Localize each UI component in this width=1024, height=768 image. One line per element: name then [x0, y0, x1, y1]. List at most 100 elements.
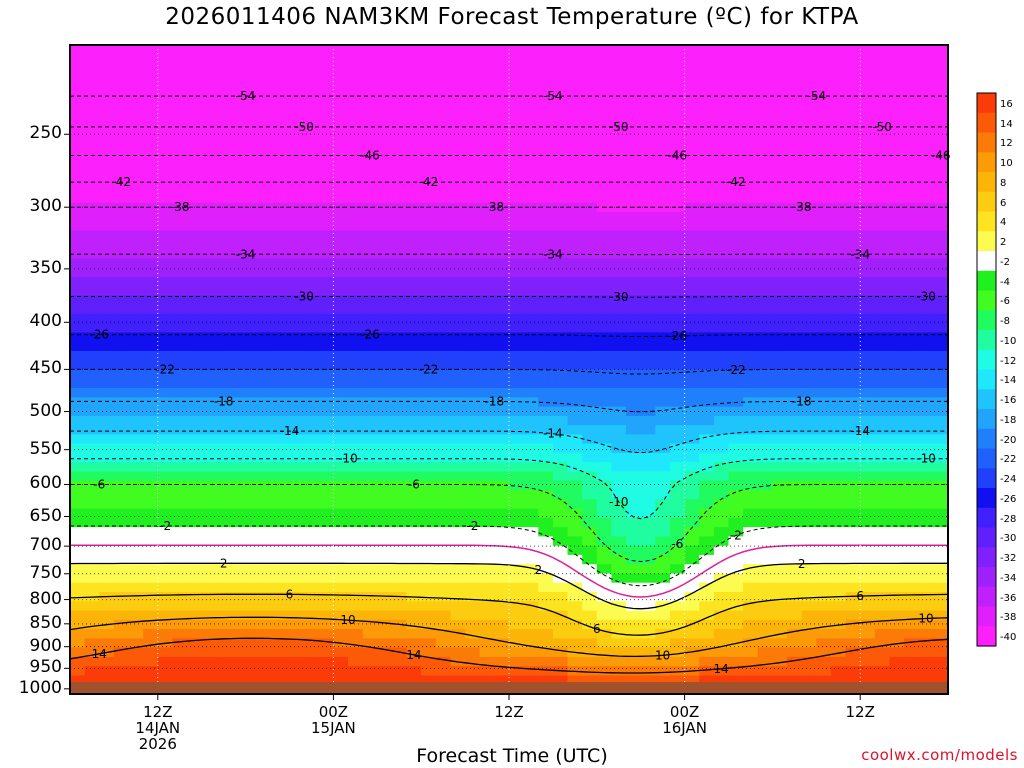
- field-cell: [465, 304, 481, 315]
- x-tick-label-line: 12Z: [494, 703, 524, 721]
- field-cell: [84, 647, 100, 658]
- field-cell: [889, 527, 905, 537]
- field-cell: [99, 360, 115, 371]
- field-cell: [787, 619, 803, 630]
- field-cell: [655, 647, 671, 658]
- field-cell: [611, 82, 627, 92]
- field-cell: [845, 425, 861, 435]
- field-cell: [933, 54, 949, 65]
- field-cell: [787, 564, 803, 575]
- colorbar-swatch: [977, 488, 996, 509]
- field-cell: [318, 462, 334, 473]
- field-cell: [728, 276, 744, 287]
- field-cell: [670, 666, 686, 677]
- field-cell: [801, 397, 817, 408]
- field-cell: [845, 415, 861, 426]
- field-cell: [655, 388, 671, 398]
- field-cell: [245, 564, 261, 575]
- field-cell: [845, 471, 861, 482]
- field-cell: [640, 184, 656, 194]
- field-cell: [801, 610, 817, 621]
- field-cell: [918, 675, 934, 686]
- field-cell: [391, 656, 408, 667]
- field-cell: [523, 174, 539, 185]
- field-cell: [99, 425, 115, 435]
- field-cell: [757, 193, 773, 204]
- field-cell: [143, 638, 159, 649]
- field-cell: [362, 517, 378, 528]
- field-cell: [713, 517, 730, 528]
- field-cell: [377, 452, 393, 463]
- field-cell: [845, 91, 861, 102]
- field-cell: [318, 592, 334, 602]
- field-cell: [918, 397, 934, 408]
- field-cell: [816, 369, 832, 380]
- field-cell: [304, 397, 320, 408]
- field-cell: [362, 128, 378, 139]
- field-cell: [772, 119, 788, 130]
- field-cell: [421, 629, 437, 639]
- field-cell: [479, 72, 495, 83]
- field-cell: [362, 629, 378, 639]
- field-cell: [538, 434, 554, 445]
- field-cell: [611, 211, 627, 222]
- field-cell: [128, 452, 144, 463]
- field-cell: [333, 82, 349, 92]
- field-cell: [509, 91, 525, 102]
- field-cell: [596, 536, 612, 547]
- field-cell: [743, 638, 759, 649]
- field-cell: [274, 174, 291, 185]
- field-cell: [333, 72, 349, 83]
- field-cell: [567, 564, 583, 575]
- field-cell: [245, 508, 261, 519]
- field-cell: [728, 388, 744, 398]
- field-cell: [816, 629, 832, 639]
- field-cell: [552, 323, 569, 333]
- field-cell: [421, 573, 437, 584]
- field-cell: [128, 184, 144, 194]
- field-cell: [874, 128, 890, 139]
- field-cell: [743, 156, 759, 167]
- field-cell: [289, 258, 305, 269]
- field-cell: [757, 211, 773, 222]
- field-cell: [816, 434, 832, 445]
- field-cell: [377, 647, 393, 658]
- field-cell: [304, 666, 320, 677]
- field-cell: [728, 499, 744, 510]
- field-cell: [699, 601, 715, 612]
- field-cell: [377, 545, 393, 556]
- field-cell: [450, 276, 466, 287]
- field-cell: [304, 406, 320, 417]
- field-cell: [245, 230, 261, 241]
- field-cell: [684, 184, 700, 194]
- field-cell: [787, 675, 803, 686]
- field-cell: [509, 304, 525, 315]
- field-cell: [787, 517, 803, 528]
- field-cell: [743, 480, 759, 491]
- field-cell: [99, 295, 115, 306]
- field-cell: [640, 351, 656, 361]
- field-cell: [362, 239, 378, 250]
- field-cell: [201, 156, 217, 167]
- field-cell: [450, 267, 466, 278]
- field-cell: [99, 109, 115, 120]
- field-cell: [933, 258, 949, 269]
- field-cell: [318, 82, 334, 92]
- field-cell: [845, 480, 861, 491]
- field-cell: [304, 45, 320, 55]
- field-cell: [816, 582, 832, 593]
- field-cell: [157, 397, 173, 408]
- field-cell: [216, 638, 232, 649]
- field-cell: [538, 230, 554, 241]
- field-cell: [260, 109, 276, 120]
- field-cell: [465, 137, 481, 148]
- field-cell: [391, 397, 408, 408]
- field-cell: [362, 564, 378, 575]
- field-cell: [362, 258, 378, 269]
- field-cell: [406, 45, 422, 55]
- field-cell: [421, 258, 437, 269]
- field-cell: [70, 499, 86, 510]
- field-cell: [596, 193, 612, 204]
- field-cell: [231, 592, 247, 602]
- field-cell: [728, 675, 744, 686]
